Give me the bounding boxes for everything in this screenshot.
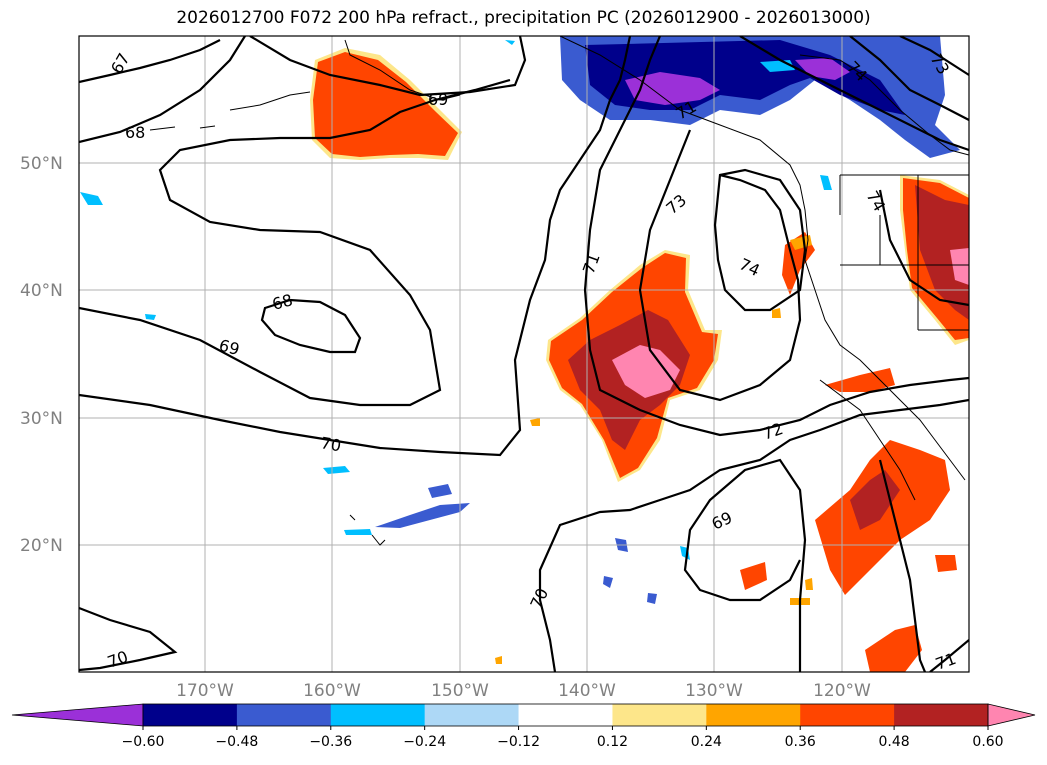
colorbar-outline <box>142 703 989 727</box>
colorbar-tick-label: 0.24 <box>691 734 722 750</box>
colorbar-tick-label: −0.60 <box>122 734 165 750</box>
contour-label: 69 <box>217 336 242 360</box>
lon-label-160w: 160°W <box>303 681 361 701</box>
colorbar-tick-label: −0.12 <box>497 734 540 750</box>
colorbar-extend-high <box>987 703 1036 727</box>
lon-label-120w: 120°W <box>813 681 871 701</box>
contour-label: 71 <box>933 649 959 674</box>
colorbar-swatch <box>143 704 238 726</box>
coastlines <box>149 36 969 546</box>
colorbar-swatch <box>800 704 895 726</box>
colorbar-swatch <box>424 704 520 726</box>
colorbar-swatch <box>612 704 707 726</box>
negative-precip-spots <box>80 40 832 604</box>
colorbar-tick-label: 0.48 <box>879 734 910 750</box>
map-border <box>78 35 970 673</box>
contour-label: 69 <box>428 90 448 109</box>
graticule <box>79 36 969 672</box>
colorbar-swatch <box>894 704 989 726</box>
lat-label-30n: 30°N <box>20 409 63 429</box>
lon-label-170w: 170°W <box>176 681 234 701</box>
lon-label-140w: 140°W <box>558 681 616 701</box>
colorbar-tick-label: −0.24 <box>403 734 446 750</box>
contour-label: 70 <box>319 433 342 455</box>
colorbar-tick-label: −0.36 <box>309 734 352 750</box>
colorbar-tick-label: 0.36 <box>785 734 816 750</box>
lon-label-150w: 150°W <box>431 681 489 701</box>
lat-label-40n: 40°N <box>20 281 63 301</box>
colorbar-tick-label: 0.12 <box>597 734 628 750</box>
colorbar-swatch <box>518 704 613 726</box>
colorbar-tick-label: −0.48 <box>215 734 258 750</box>
colorbar-tick-label: 0.60 <box>972 734 1003 750</box>
colorbar-swatch <box>236 704 332 726</box>
positive-precip-central <box>546 250 722 482</box>
colorbar-swatch <box>330 704 426 726</box>
lon-label-130w: 130°W <box>685 681 743 701</box>
colorbar: −0.60 −0.48 −0.36 −0.24 −0.12 0.12 0.24 0.36 0.4… <box>11 703 1036 750</box>
colorbar-swatch <box>706 704 801 726</box>
map-title: 2026012700 F072 200 hPa refract., precip… <box>176 8 871 28</box>
lat-label-20n: 20°N <box>20 536 63 556</box>
lat-label-50n: 50°N <box>20 154 63 174</box>
contour-label: 68 <box>270 290 295 314</box>
colorbar-extend-low <box>11 703 144 727</box>
refractivity-contours <box>79 36 969 672</box>
contour-label: 68 <box>125 123 145 142</box>
